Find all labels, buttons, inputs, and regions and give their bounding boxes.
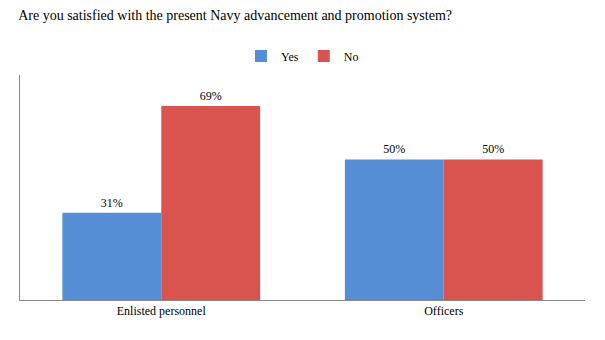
svg-text:Yes: Yes [281,50,299,64]
svg-text:69%: 69% [200,89,222,103]
svg-text:Are you satisfied with the pre: Are you satisfied with the present Navy … [18,8,452,23]
svg-text:50%: 50% [383,142,405,156]
svg-text:Officers: Officers [424,304,463,318]
svg-text:31%: 31% [101,196,123,210]
svg-text:No: No [344,50,359,64]
svg-text:Enlisted personnel: Enlisted personnel [117,304,207,318]
svg-text:50%: 50% [482,142,504,156]
